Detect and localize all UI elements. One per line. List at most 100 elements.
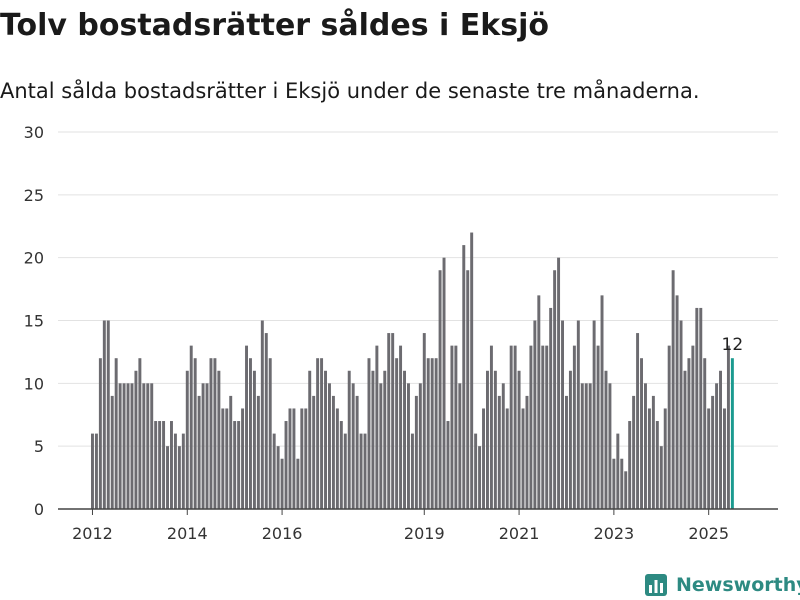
bar (324, 370, 327, 509)
bar (300, 408, 304, 509)
bar (616, 433, 620, 509)
bar (521, 408, 525, 509)
bar (122, 383, 126, 509)
bar (335, 408, 339, 509)
y-tick-label: 0 (34, 500, 44, 519)
bar (592, 320, 596, 509)
bar (497, 395, 501, 509)
bar (399, 345, 403, 509)
bar (568, 370, 572, 509)
bar (462, 245, 466, 509)
bar-series (91, 232, 734, 509)
y-tick-label: 5 (34, 437, 44, 456)
bar (647, 408, 651, 509)
bar (580, 383, 584, 509)
bar (438, 270, 442, 509)
bar (565, 395, 568, 509)
bar (612, 458, 616, 509)
bar (434, 358, 438, 509)
bar (162, 421, 166, 509)
bar (489, 345, 493, 509)
bar (138, 358, 142, 509)
bar (193, 358, 197, 509)
bar (545, 345, 549, 509)
bar (245, 345, 248, 509)
bar (478, 446, 482, 509)
bar (237, 421, 241, 509)
y-axis: 0 5 10 15 20 25 30 (24, 123, 44, 519)
bar (146, 383, 150, 509)
bar (695, 307, 699, 509)
bar (387, 333, 391, 509)
bar (513, 345, 517, 509)
bar (474, 433, 478, 509)
bar (458, 383, 462, 509)
bar (679, 320, 683, 509)
bar (328, 383, 331, 509)
bar (422, 333, 426, 509)
bar (505, 408, 509, 509)
bar (343, 433, 347, 509)
bar (628, 421, 632, 509)
bar (726, 345, 730, 509)
x-tick-label: 2025 (688, 524, 729, 543)
bar (379, 383, 383, 509)
bar (553, 270, 557, 509)
bar-highlight (730, 358, 734, 509)
bar (126, 383, 130, 509)
bar (715, 383, 719, 509)
bar (371, 370, 375, 509)
bar (707, 408, 711, 509)
bar (130, 383, 134, 509)
bar (703, 358, 707, 509)
bar (142, 383, 146, 509)
bar (197, 395, 201, 509)
bar (229, 395, 233, 509)
bar (280, 458, 284, 509)
bar (383, 370, 387, 509)
bar (533, 320, 537, 509)
bar (367, 358, 371, 509)
bar (410, 433, 414, 509)
bar (644, 383, 647, 509)
bar (284, 421, 288, 509)
bar (541, 345, 545, 509)
bar (110, 395, 114, 509)
bar (217, 370, 221, 509)
bar (596, 345, 600, 509)
x-tick-label: 2021 (499, 524, 540, 543)
bar (272, 433, 276, 509)
brand-logo[interactable]: Newsworthy (644, 570, 800, 600)
bar (221, 408, 225, 509)
bar (166, 446, 169, 509)
bar (572, 345, 576, 509)
x-tick-label: 2023 (594, 524, 635, 543)
bar (225, 408, 229, 509)
bar (604, 370, 608, 509)
bar (252, 370, 256, 509)
y-tick-label: 15 (24, 312, 44, 331)
bar (395, 358, 399, 509)
x-tick-label: 2019 (404, 524, 445, 543)
bar (308, 370, 312, 509)
bar (493, 370, 497, 509)
bar (509, 345, 513, 509)
x-axis: 2012 2014 2016 2019 2021 2023 2025 (72, 509, 729, 543)
bar (339, 421, 343, 509)
bar (636, 333, 640, 509)
chart-title: Tolv bostadsrätter såldes i Eksjö (0, 8, 549, 43)
bar (209, 358, 213, 509)
bar (557, 257, 561, 509)
bar (454, 345, 458, 509)
bar (347, 370, 351, 509)
bar (304, 408, 308, 509)
bar (426, 358, 430, 509)
bar (620, 458, 624, 509)
bar (561, 320, 564, 509)
bar (576, 320, 580, 509)
bar (450, 345, 454, 509)
bar (403, 370, 406, 509)
bar (177, 446, 181, 509)
bar (418, 383, 422, 509)
